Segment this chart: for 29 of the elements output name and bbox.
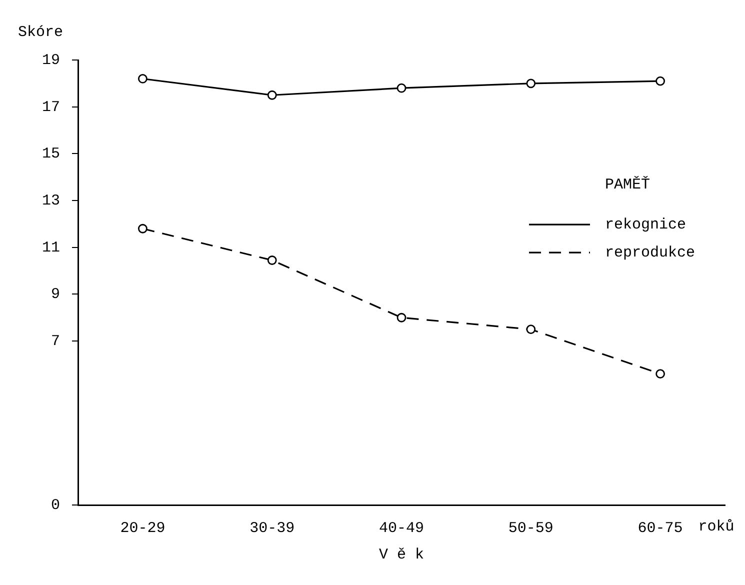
x-axis-title: V ě k — [378, 546, 424, 564]
legend-label: rekognice — [605, 216, 686, 234]
x-tick-label: 60-75 — [638, 520, 683, 537]
point — [138, 224, 148, 234]
x-tick-label: 20-29 — [120, 520, 166, 537]
point — [526, 324, 536, 334]
point — [656, 369, 665, 379]
point — [267, 256, 277, 265]
legend-title: PAMĚŤ — [605, 176, 650, 194]
y-tick-label: 7 — [50, 333, 60, 350]
y-tick-label: 15 — [42, 146, 60, 163]
y-tick-label: 13 — [42, 192, 60, 210]
legend-label: reprodukce — [605, 244, 696, 262]
y-tick-label: 11 — [42, 239, 60, 256]
y-tick-label: 9 — [50, 286, 60, 304]
point — [396, 83, 406, 93]
y-tick-label: 0 — [50, 496, 60, 514]
x-tick-label: 30-39 — [250, 520, 295, 537]
x-tick-label: 50-59 — [508, 520, 554, 537]
point — [396, 312, 406, 322]
y-axis-title: Skóre — [18, 24, 64, 41]
text: roků — [698, 518, 734, 536]
y-tick-label: 19 — [42, 52, 60, 69]
point — [526, 78, 536, 88]
x-tick-label: 40-49 — [378, 520, 424, 537]
y-tick-label: 17 — [42, 98, 60, 116]
point — [267, 90, 277, 100]
point — [138, 74, 148, 84]
point — [656, 76, 665, 86]
